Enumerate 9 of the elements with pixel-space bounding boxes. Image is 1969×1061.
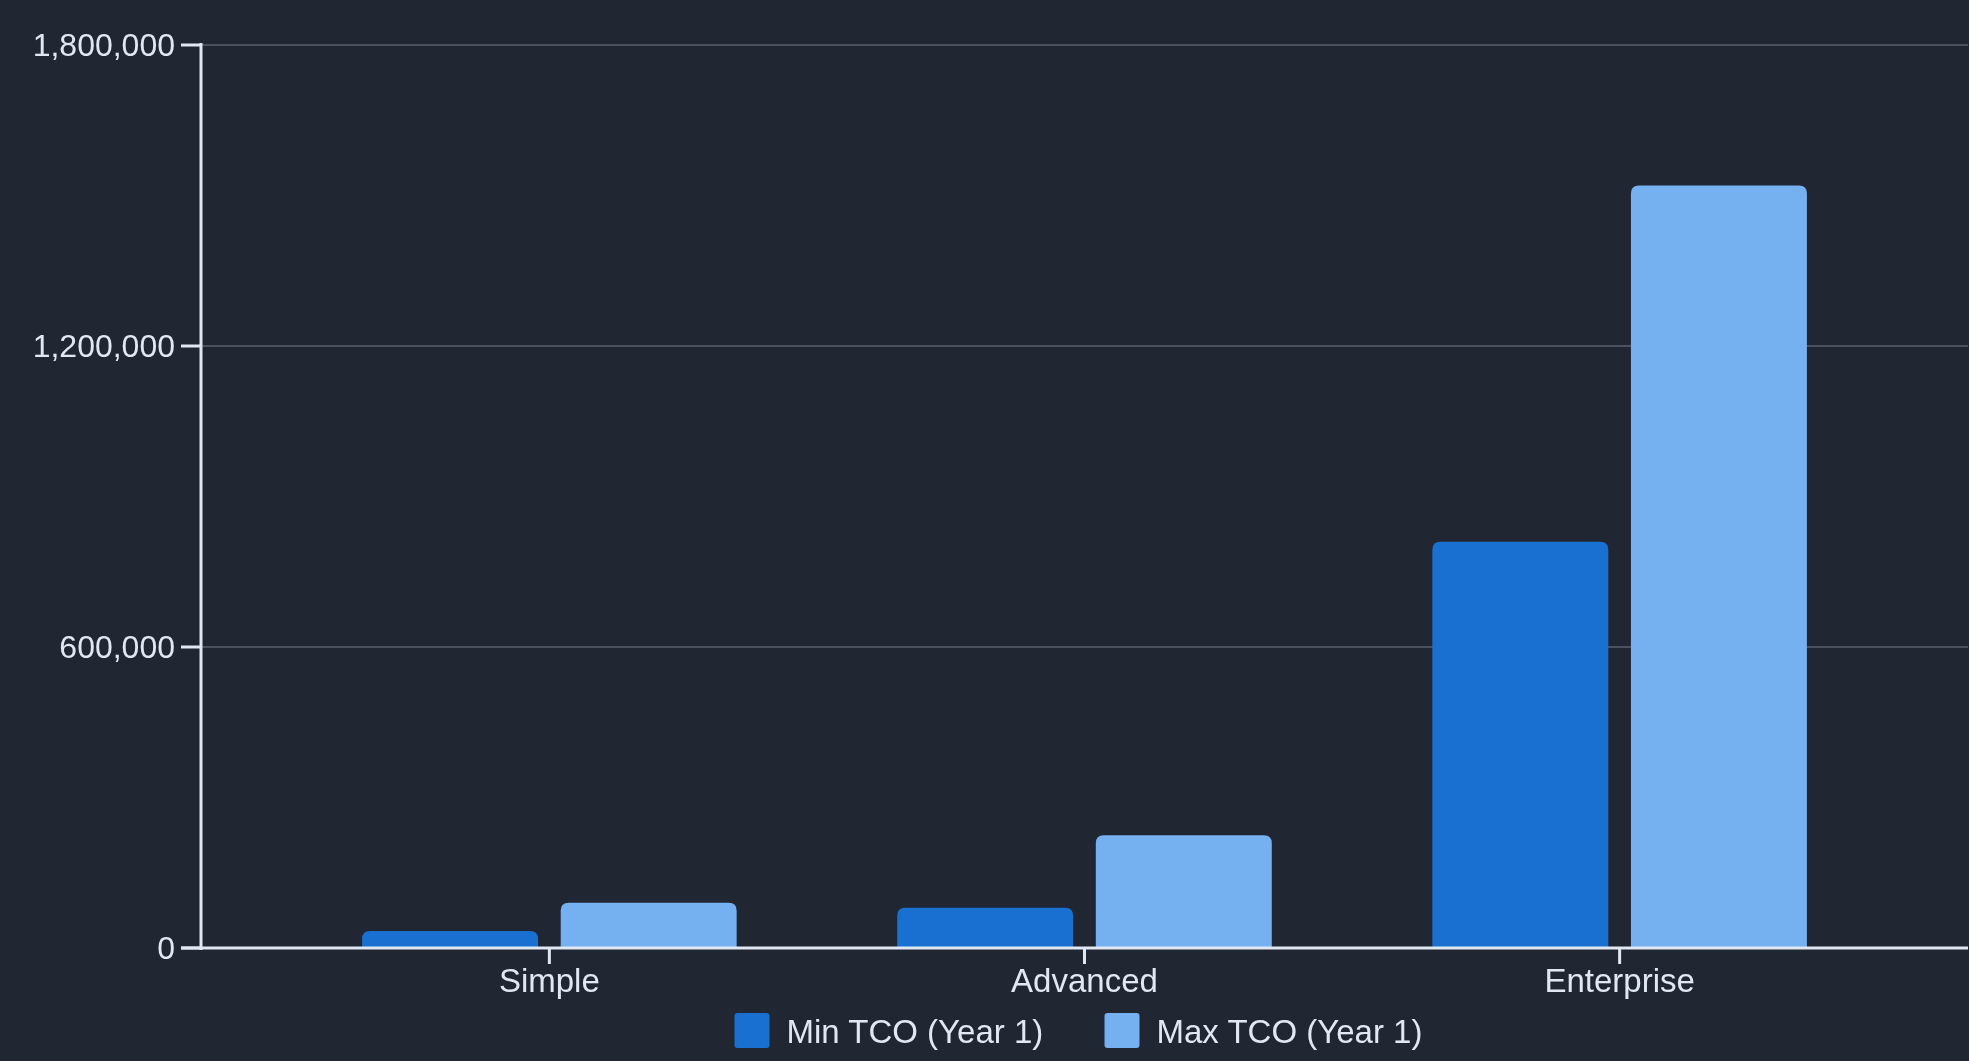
x-tick-label: Simple: [498, 962, 600, 999]
x-tick-label: Advanced: [1011, 962, 1158, 999]
y-tick-label: 0: [157, 930, 175, 967]
legend-label: Max TCO (Year 1): [1156, 1012, 1423, 1050]
legend-label: Min TCO (Year 1): [786, 1012, 1044, 1050]
y-tick-label: 600,000: [59, 629, 175, 666]
x-tick-label: Enterprise: [1544, 962, 1695, 999]
y-tick-label: 1,800,000: [32, 27, 175, 64]
y-tick-label: 1,200,000: [32, 328, 175, 365]
